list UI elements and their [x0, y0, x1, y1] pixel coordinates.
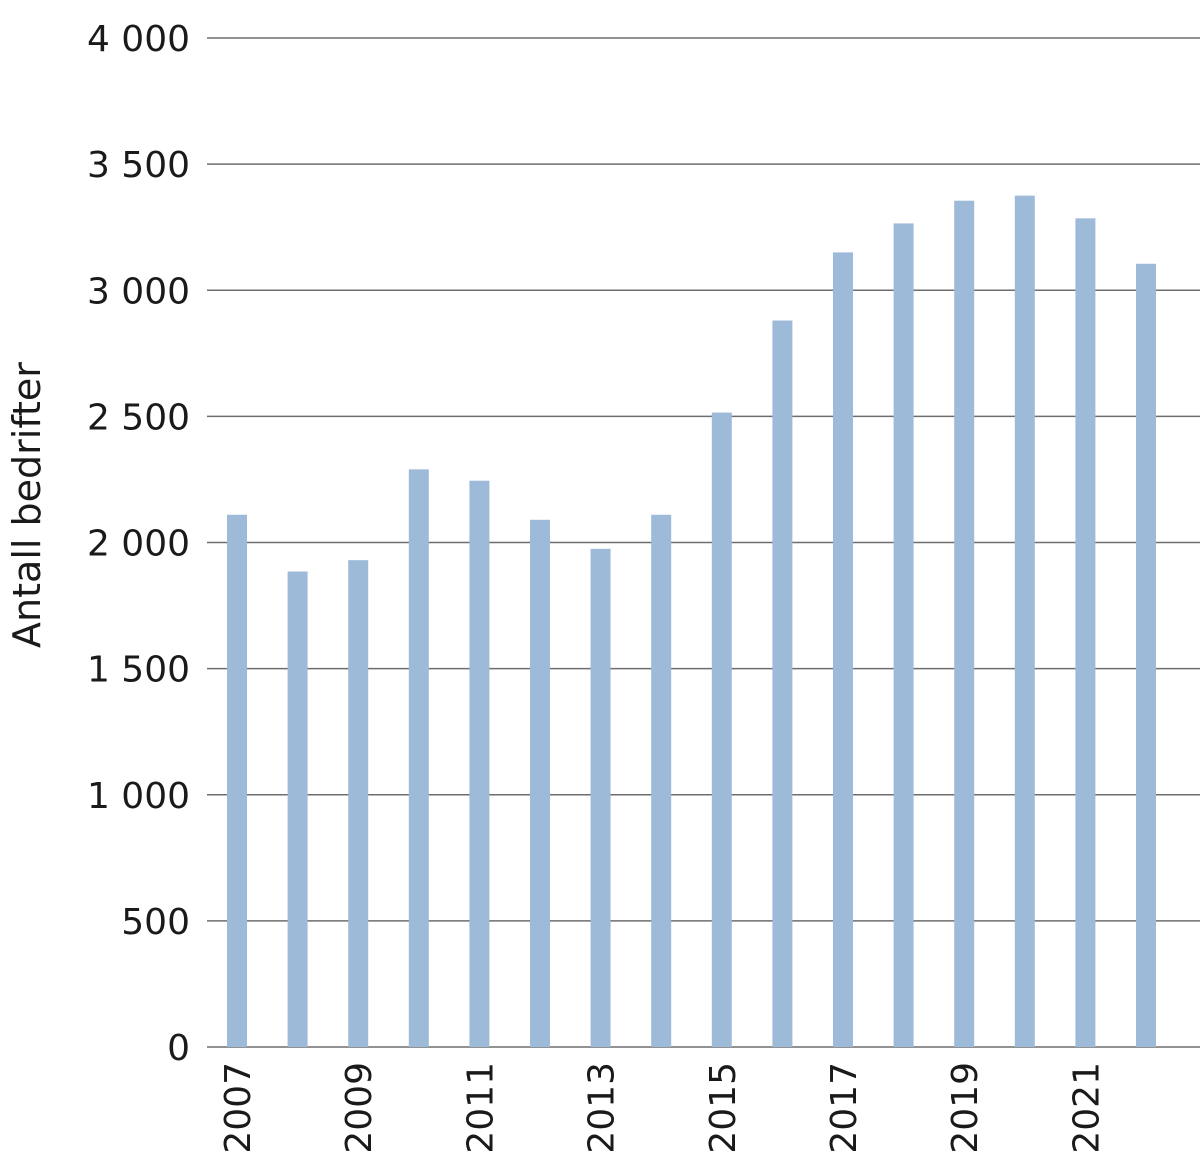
x-tick-label: 2007 [218, 1062, 259, 1154]
y-axis-tick-labels: 0 500 1 000 1 500 2 000 2 500 3 000 3 500 4 000 [87, 19, 190, 1069]
bar-2010 [408, 469, 429, 1047]
bar-2017 [833, 252, 853, 1048]
bar-2021 [1075, 218, 1096, 1047]
bar-2007 [227, 514, 247, 1047]
x-tick-label: 2021 [1066, 1062, 1107, 1154]
bar-2011 [469, 480, 490, 1048]
y-tick-label: 3 000 [87, 271, 190, 312]
x-axis-tick-labels: 2007 2009 2011 2013 2015 2017 2019 2021 [218, 1062, 1107, 1154]
bar-2012 [530, 519, 550, 1047]
y-tick-label: 2 000 [87, 524, 190, 565]
y-tick-label: 500 [121, 902, 190, 943]
x-tick-label: 2017 [824, 1062, 865, 1154]
y-tick-label: 1 000 [87, 776, 190, 817]
bar-2013 [590, 548, 611, 1047]
x-tick-label: 2013 [582, 1062, 623, 1154]
bar-2014 [651, 514, 672, 1047]
y-tick-label: 4 000 [87, 19, 190, 60]
y-tick-label: 0 [167, 1028, 190, 1069]
bar-2009 [348, 560, 369, 1047]
bar-2022 [1136, 263, 1156, 1047]
y-tick-label: 3 500 [87, 145, 190, 186]
bar-2018 [893, 223, 914, 1047]
x-tick-label: 2011 [460, 1062, 501, 1154]
bar-2015 [711, 412, 732, 1047]
y-tick-label: 1 500 [87, 650, 190, 691]
bar-2019 [954, 200, 975, 1048]
bar-2020 [1014, 195, 1035, 1047]
x-tick-label: 2009 [339, 1062, 380, 1154]
y-axis-label: Antall bedrifter [5, 362, 49, 648]
y-tick-label: 2 500 [87, 397, 190, 438]
bars [227, 195, 1156, 1048]
gridlines [207, 37, 1200, 1048]
bar-2016 [772, 320, 793, 1047]
bar-2008 [287, 571, 308, 1047]
x-tick-label: 2019 [945, 1062, 986, 1154]
x-tick-label: 2015 [703, 1062, 744, 1154]
